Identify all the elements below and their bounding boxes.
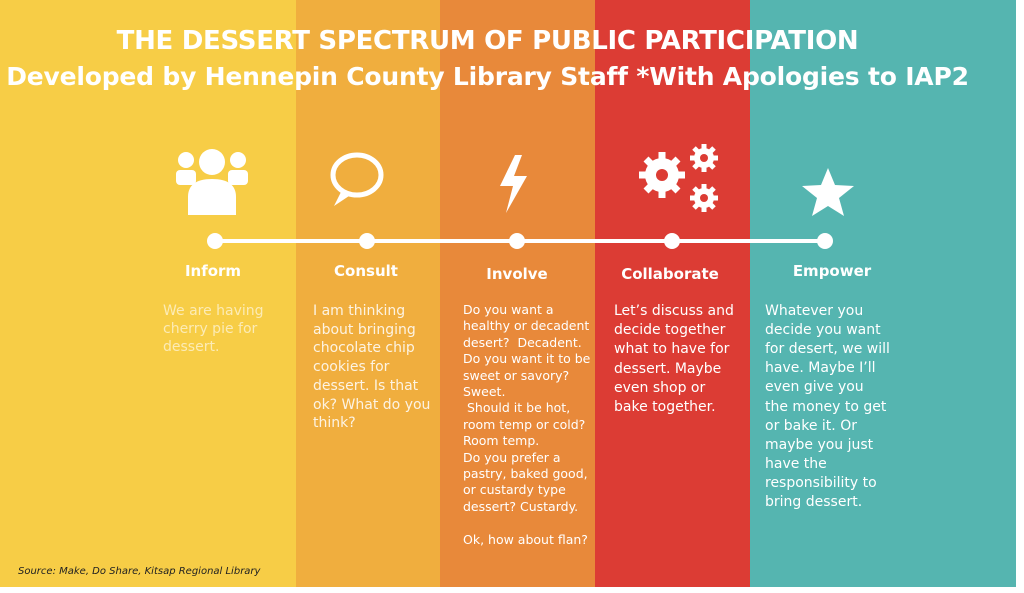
gears-icon: [639, 144, 718, 212]
lightning-icon: [500, 155, 527, 213]
stage-label: Inform: [184, 262, 242, 280]
column-involve: [440, 0, 595, 587]
stage-text: healthy or decadent: [463, 318, 590, 334]
stage-text: or bake it. Or: [765, 417, 857, 434]
stage-text: I am thinking: [313, 303, 406, 319]
stage-text: Do you prefer a: [463, 449, 561, 465]
stage-text: even shop or: [614, 379, 706, 396]
stage-text: desert? Decadent.: [463, 334, 582, 350]
stage-text: what to have for: [614, 341, 730, 358]
speech-icon: [330, 152, 384, 206]
stage-text: for desert, we will: [765, 341, 890, 358]
stage-text: responsibility to: [765, 474, 877, 491]
subtitle: Developed by Hennepin County Library Sta…: [6, 62, 969, 91]
stage-text: about bringing: [313, 321, 416, 338]
stage-text: bake together.: [614, 399, 716, 415]
stage-text: chocolate chip: [313, 340, 415, 357]
title: THE DESSERT SPECTRUM OF PUBLIC PARTICIPA…: [116, 26, 859, 56]
stage-text: ok? What do you: [313, 396, 431, 413]
stage-text: the money to get: [765, 398, 887, 415]
stage-text: We are having: [163, 303, 264, 319]
stage-text: have the: [765, 455, 827, 472]
stage-text: have. Maybe I’ll: [765, 360, 876, 377]
column-collaborate: [595, 0, 750, 587]
stage-text: dessert. Is that: [313, 377, 419, 394]
stage-text: Do you want it to be: [463, 351, 591, 367]
stage-text: dessert? Custardy.: [463, 498, 579, 514]
stage-text: Sweet.: [463, 384, 506, 399]
dots: [207, 233, 833, 249]
stage-text: decide you want: [765, 322, 881, 339]
stage-text: Should it be hot,: [463, 400, 571, 416]
stage-label: Consult: [334, 262, 398, 280]
column-empower: [750, 0, 1016, 587]
stage-text: dessert.: [163, 339, 220, 355]
star-icon: [802, 168, 854, 216]
stage-text: cherry pie for: [163, 321, 258, 337]
people-icon: [176, 149, 248, 215]
stage-text: even give you: [765, 379, 864, 396]
stage-text: Whatever you: [765, 303, 864, 319]
stage-text: bring dessert.: [765, 494, 863, 510]
stage-text: sweet or savory?: [463, 367, 570, 383]
stage-text: decide together: [614, 322, 726, 339]
stage-label: Empower: [792, 262, 872, 280]
stage-text: dessert. Maybe: [614, 360, 722, 377]
stage-label: Involve: [486, 265, 548, 283]
source-note: Source: Make, Do Share, Kitsap Regional …: [18, 566, 261, 577]
stage-text: pastry, baked good,: [463, 466, 588, 481]
stage-text: or custardy type: [463, 482, 566, 498]
column-consult: [296, 0, 440, 587]
column-inform: [0, 0, 296, 587]
stage-text: Let’s discuss and: [614, 303, 734, 319]
stage-label: Collaborate: [621, 265, 719, 283]
stage-text: cookies for: [313, 359, 390, 376]
stage-text: Room temp.: [463, 433, 540, 449]
stage-text: think?: [313, 415, 356, 432]
stage-text: Ok, how about flan?: [463, 531, 588, 547]
stage-text: room temp or cold?: [463, 416, 586, 432]
stage-text: Do you want a: [463, 302, 554, 317]
stage-text: maybe you just: [765, 436, 874, 453]
